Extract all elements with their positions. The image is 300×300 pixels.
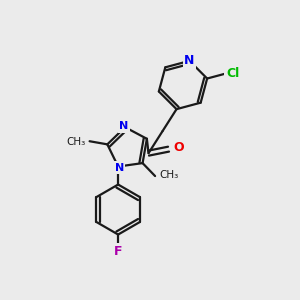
Text: Cl: Cl	[226, 68, 239, 80]
Text: CH₃: CH₃	[66, 137, 85, 147]
Text: F: F	[114, 245, 122, 258]
Text: N: N	[184, 54, 195, 68]
Text: O: O	[173, 141, 184, 154]
Text: N: N	[115, 163, 124, 172]
Text: CH₃: CH₃	[159, 170, 178, 180]
Text: N: N	[119, 121, 129, 131]
